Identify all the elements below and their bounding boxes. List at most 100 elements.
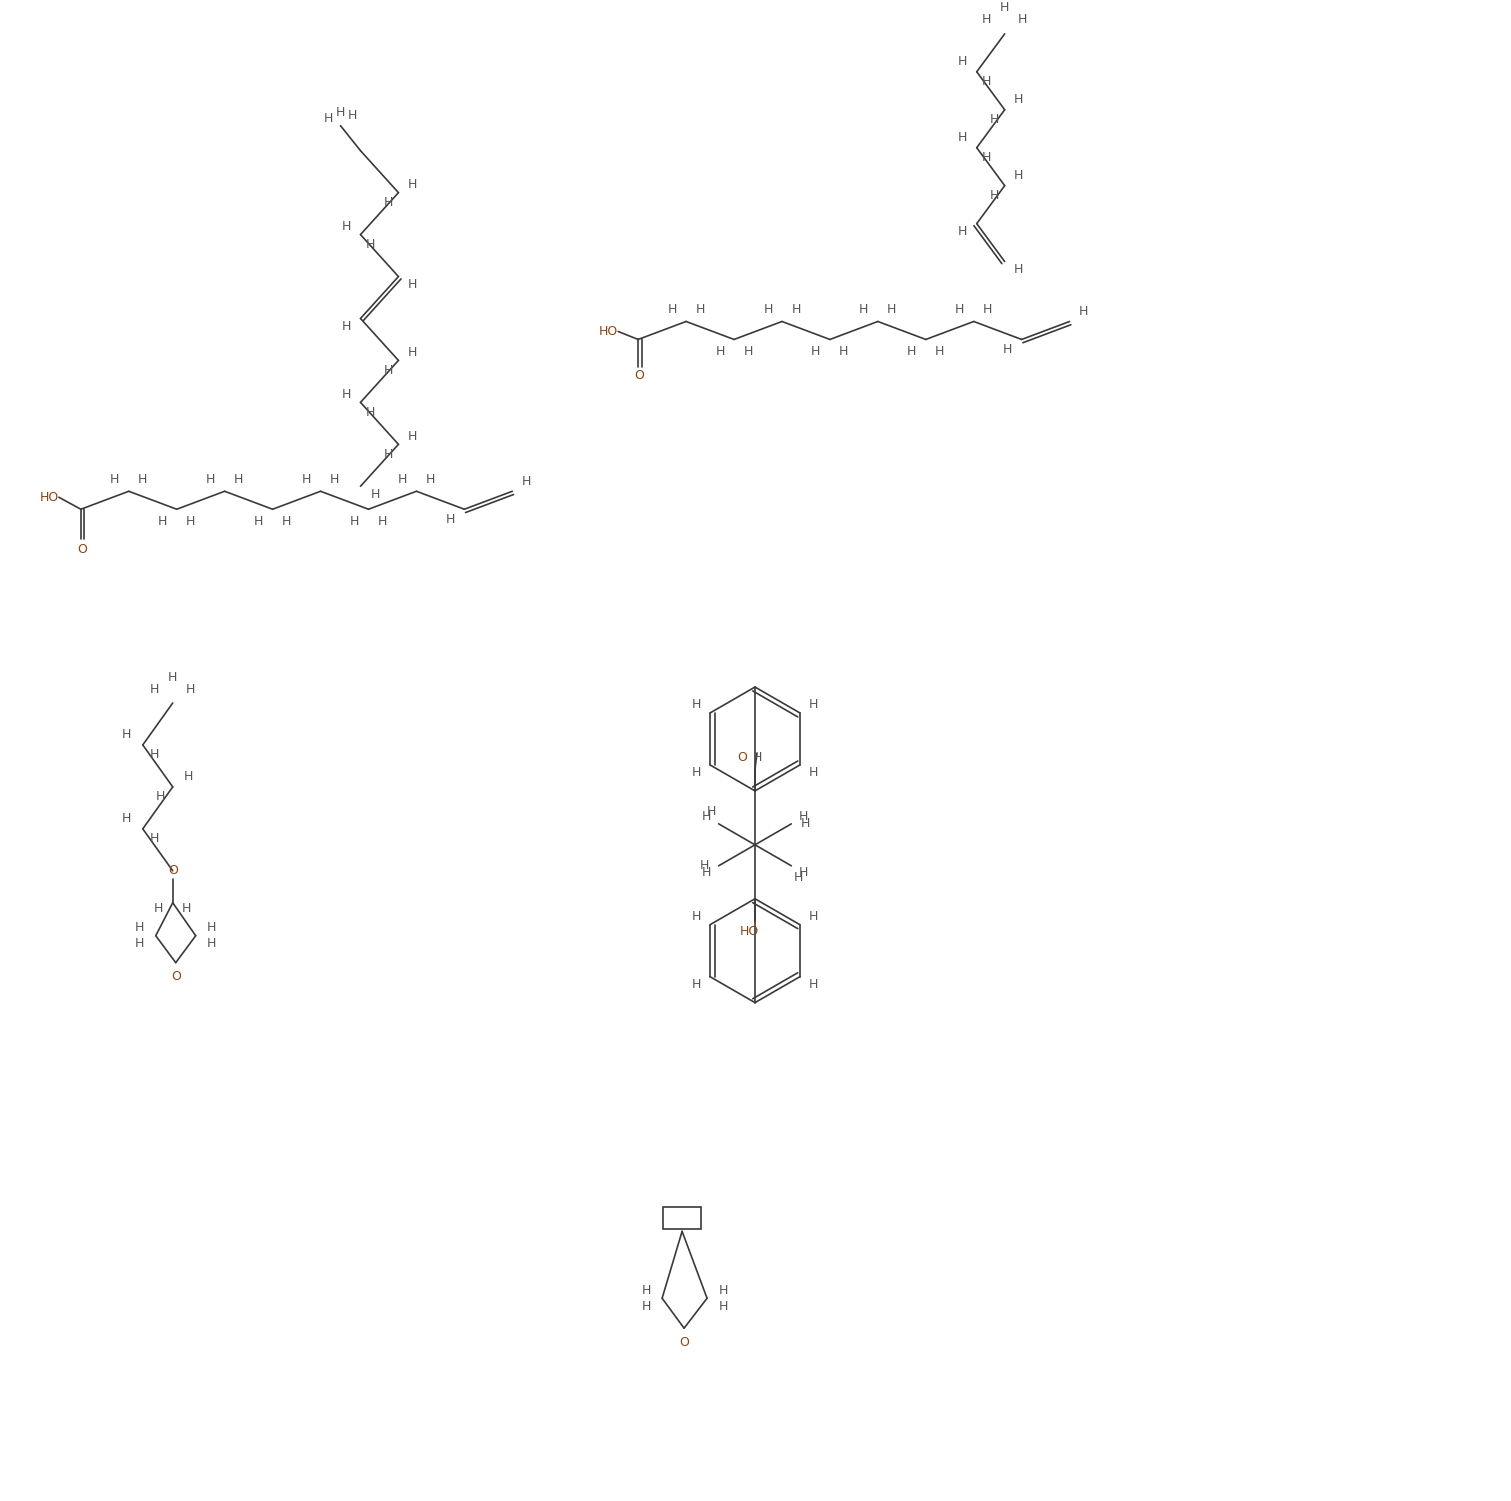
Text: H: H [1079,305,1088,318]
Text: H: H [348,110,357,122]
Text: H: H [351,515,360,528]
Text: H: H [935,345,944,357]
Text: H: H [150,683,160,695]
Text: H: H [668,303,677,317]
Text: H: H [958,56,967,69]
Text: HO: HO [39,491,59,504]
Text: H: H [984,303,993,317]
Text: H: H [207,922,216,934]
Text: H: H [122,728,131,741]
Text: H: H [808,767,819,779]
Text: O: O [678,1336,689,1349]
Text: H: H [990,189,999,203]
Text: H: H [341,221,351,233]
Text: H: H [692,698,701,711]
Text: H: H [283,515,292,528]
Text: H: H [799,866,808,880]
Text: H: H [122,812,131,826]
Text: H: H [887,303,896,317]
Text: H: H [366,405,375,419]
Text: H: H [703,811,712,824]
Text: H: H [384,363,393,377]
Text: H: H [811,345,820,357]
Text: H: H [150,749,160,761]
Text: O: O [168,865,178,877]
Text: H: H [692,767,701,779]
Text: H: H [408,429,417,443]
Text: H: H [982,152,991,164]
Text: H: H [642,1283,651,1297]
Text: H: H [982,75,991,89]
Text: H: H [801,818,810,830]
Text: H: H [1014,170,1023,182]
Text: O: O [737,752,746,764]
Text: O: O [171,970,181,983]
Text: H: H [302,473,311,486]
Text: H: H [168,671,177,683]
Text: H: H [110,473,119,486]
Text: H: H [718,1283,728,1297]
Text: H: H [692,979,701,991]
Text: H: H [692,910,701,923]
Text: H: H [184,770,193,784]
Text: H: H [958,225,967,239]
Text: H: H [695,303,704,317]
Text: H: H [446,513,455,525]
Text: H: H [408,278,417,291]
Bar [663,1207,701,1229]
Text: H: H [808,698,819,711]
Text: H: H [1014,93,1023,107]
Text: H: H [181,902,192,916]
Text: H: H [426,473,435,486]
Text: H: H [958,131,967,144]
Text: H: H [718,1300,728,1313]
Text: H: H [707,805,716,818]
Text: H: H [703,866,712,880]
Text: H: H [154,902,163,916]
Text: O: O [77,543,88,555]
Text: H: H [335,107,345,119]
Text: H: H [1018,14,1027,27]
Text: H: H [808,979,819,991]
Text: H: H [1014,263,1023,276]
Text: H: H [1000,2,1009,15]
Text: H: H [839,345,849,357]
Text: H: H [384,447,393,461]
Text: H: H [378,515,387,528]
Text: H: H [763,303,772,317]
Text: H: H [397,473,406,486]
Text: H: H [341,320,351,333]
Text: H: H [955,303,964,317]
Text: H: H [205,473,216,486]
Text: H: H [366,239,375,251]
Text: HO: HO [739,925,759,938]
Text: H: H [752,752,762,764]
Text: H: H [207,937,216,950]
Text: H: H [715,345,725,357]
Text: H: H [186,683,195,695]
Text: H: H [159,515,168,528]
Text: H: H [156,791,165,803]
Text: H: H [408,345,417,359]
Text: H: H [860,303,869,317]
Text: H: H [792,303,801,317]
Text: H: H [521,474,530,488]
Text: H: H [700,859,709,872]
Text: H: H [186,515,195,528]
Text: H: H [134,937,145,950]
Text: H: H [254,515,263,528]
Text: H: H [799,811,808,824]
Text: H: H [323,113,334,125]
Text: H: H [138,473,148,486]
Text: H: H [808,910,819,923]
Text: H: H [370,488,381,501]
Text: H: H [408,179,417,191]
Text: H: H [341,387,351,401]
Text: H: H [1003,342,1012,356]
Text: H: H [150,833,160,845]
Text: H: H [234,473,243,486]
Text: H: H [134,922,145,934]
Text: H: H [982,14,991,27]
Text: H: H [743,345,752,357]
Text: O: O [635,369,645,381]
